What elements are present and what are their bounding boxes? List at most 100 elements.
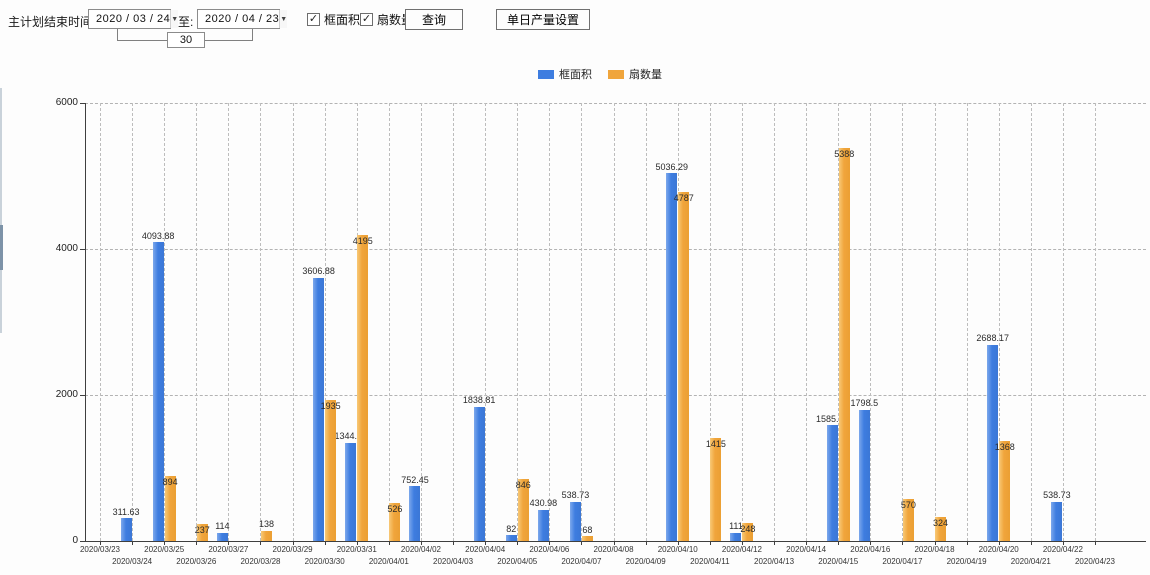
left-edge-scroll-thumb[interactable] [0, 225, 3, 270]
checkbox-frame-area-label: 框面积 [324, 13, 361, 27]
bar-框面积-2020/04/02 [409, 486, 421, 541]
connector-line [252, 29, 253, 41]
x-gridline [132, 103, 134, 541]
legend-item-fan-count[interactable]: 扇数量 [608, 66, 662, 82]
connector-line [205, 40, 252, 41]
bar-框面积-2020/04/20 [987, 344, 999, 541]
bar-扇数量-2020/04/20 [999, 441, 1011, 541]
x-axis-tick [966, 541, 968, 545]
bar-扇数量-2020/03/25 [164, 475, 176, 541]
x-axis-tick [1030, 541, 1032, 545]
checkbox-frame-area[interactable]: ✓ 框面积 [307, 11, 360, 28]
x-axis-tick [324, 541, 326, 545]
bar-框面积-2020/04/22 [1051, 501, 1063, 541]
x-axis-tick [260, 541, 262, 545]
legend-label: 扇数量 [629, 69, 662, 81]
x-axis-tick [228, 541, 230, 545]
y-axis-label: 2000 [55, 389, 78, 400]
bar-value-label: 4195 [352, 235, 373, 246]
x-gridline [549, 103, 551, 541]
x-gridline [485, 103, 487, 541]
x-axis-tick [902, 541, 904, 545]
bar-框面积-2020/03/27 [216, 532, 228, 541]
bar-扇数量-2020/04/10 [678, 191, 690, 541]
x-axis-tick [1095, 541, 1096, 545]
chevron-down-icon[interactable]: ▼ [170, 10, 179, 28]
x-gridline [998, 103, 1000, 541]
x-axis-tick [485, 541, 487, 545]
x-axis-label: 2020/03/29 [272, 545, 313, 554]
x-axis-label: 2020/04/11 [690, 557, 730, 566]
x-axis-label: 2020/04/20 [978, 545, 1019, 554]
daily-output-settings-button[interactable]: 单日产量设置 [496, 9, 591, 30]
bar-扇数量-2020/04/17 [902, 499, 914, 541]
x-axis-tick [581, 541, 583, 545]
x-gridline [709, 103, 711, 541]
bar-value-label: 4093.88 [141, 230, 175, 241]
query-button[interactable]: 查询 [405, 9, 463, 30]
to-label: 至: [178, 15, 194, 29]
x-axis-tick [645, 541, 647, 545]
bar-value-label: 111 [729, 521, 743, 532]
legend-item-frame-area[interactable]: 框面积 [538, 66, 592, 82]
x-axis-label: 2020/04/17 [882, 557, 923, 566]
x-axis-tick [1062, 541, 1064, 545]
x-axis-label: 2020/04/18 [914, 545, 955, 554]
bar-框面积-2020/04/04 [473, 406, 485, 541]
x-axis-label: 2020/04/14 [786, 545, 827, 554]
checkbox-fan-count-label: 扇数量 [377, 13, 414, 27]
x-axis-label: 2020/04/19 [946, 557, 987, 566]
x-gridline [870, 103, 872, 541]
date-to-picker[interactable]: 2020 / 04 / 23 ▼ [197, 9, 288, 29]
x-axis-label: 2020/04/09 [625, 557, 666, 566]
bar-框面积-2020/03/24 [120, 518, 132, 541]
bar-value-label: 2688.17 [976, 333, 1009, 344]
x-axis-tick [774, 541, 776, 545]
x-gridline [100, 103, 101, 541]
x-axis-tick [292, 541, 294, 545]
x-axis-label: 2020/04/05 [497, 557, 538, 566]
interval-days-input[interactable] [167, 32, 205, 48]
bar-value-label: 1415 [705, 438, 726, 449]
bar-框面积-2020/03/31 [345, 442, 357, 541]
bar-value-label: 1585.96 [815, 413, 849, 424]
x-axis-tick [741, 541, 743, 545]
bar-value-label: 1798.5 [850, 398, 879, 409]
x-gridline [228, 103, 230, 541]
y-axis-tick [80, 249, 85, 250]
x-axis-label: 2020/03/25 [144, 545, 185, 554]
bar-value-label: 1838.81 [462, 395, 496, 406]
bar-value-label: 5388 [834, 148, 855, 159]
x-axis-label: 2020/04/10 [657, 545, 698, 554]
bar-扇数量-2020/04/07 [581, 536, 593, 541]
bar-value-label: 894 [162, 476, 178, 487]
x-axis-label: 2020/04/23 [1074, 557, 1116, 566]
bar-value-label: 538.73 [1043, 490, 1071, 501]
x-axis-label: 2020/03/28 [240, 557, 281, 566]
bar-框面积-2020/04/05 [505, 535, 517, 541]
x-axis-tick [709, 541, 711, 545]
y-axis-tick [80, 541, 85, 542]
y-axis-tick [80, 103, 85, 104]
x-axis-label: 2020/03/24 [112, 557, 153, 566]
x-axis-tick [453, 541, 455, 545]
x-gridline [966, 103, 968, 541]
x-axis-label: 2020/04/13 [754, 557, 795, 566]
chevron-down-icon[interactable]: ▼ [279, 10, 288, 28]
date-from-picker[interactable]: 2020 / 03 / 24 ▼ [88, 9, 179, 29]
x-gridline [164, 103, 166, 541]
y-axis-label: 4000 [55, 243, 78, 254]
bar-框面积-2020/03/25 [152, 242, 164, 541]
bar-value-label: 3606.88 [302, 266, 335, 277]
bar-value-label: 430.98 [529, 498, 558, 509]
x-axis-label: 2020/04/12 [721, 545, 762, 554]
bar-扇数量-2020/03/31 [357, 234, 369, 541]
x-axis-label: 2020/04/04 [465, 545, 506, 554]
x-axis-label: 2020/04/15 [818, 557, 859, 566]
x-axis-tick [517, 541, 519, 545]
checkbox-fan-count[interactable]: ✓ 扇数量 [360, 11, 413, 28]
bar-扇数量-2020/04/15 [838, 147, 850, 541]
x-axis-tick [388, 541, 390, 545]
